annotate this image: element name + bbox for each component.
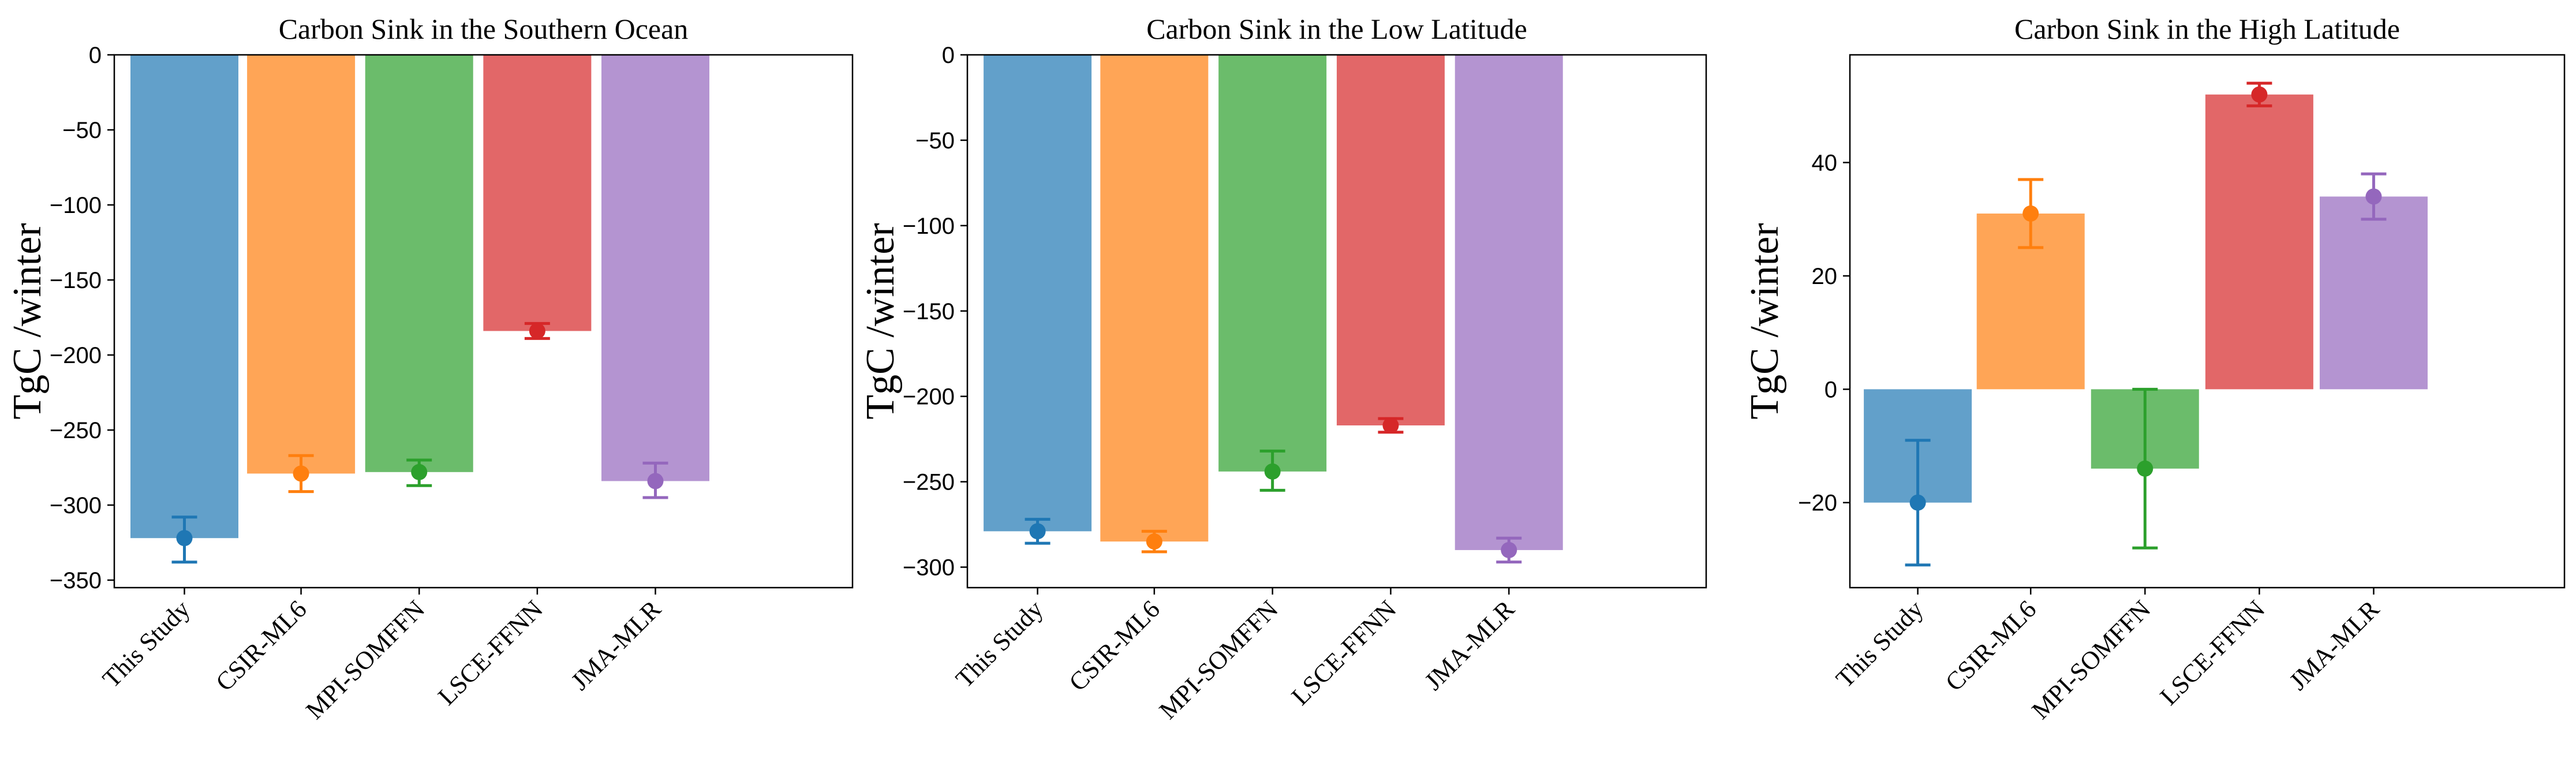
y-tick-label: 40 [1812, 151, 1838, 176]
y-tick-label: −300 [50, 493, 102, 518]
y-tick-label: −50 [62, 118, 102, 143]
chart-title: Carbon Sink in the Low Latitude [1146, 13, 1527, 45]
point-3 [1382, 417, 1399, 434]
point-0 [176, 530, 193, 547]
y-axis-label: TgC /winter [858, 223, 903, 419]
category-label: MPI-SOMFFN [1154, 595, 1284, 724]
point-3 [2251, 86, 2268, 103]
bar-3 [2205, 94, 2313, 390]
point-2 [411, 464, 428, 480]
category-label: JMA-MLR [1419, 595, 1520, 696]
y-tick-label: −50 [915, 128, 955, 154]
category-label: This Study [1830, 595, 1928, 693]
bar-0 [984, 55, 1092, 532]
chart-high-latitude: 40 20 0 −20 This Study CSIR-ML6MPI-SOMFFNLSCE… [1743, 13, 2566, 724]
axes-frame [1849, 54, 2566, 589]
point-4 [647, 473, 664, 490]
y-tick-label: 20 [1812, 264, 1838, 289]
y-tick-label: 0 [1824, 377, 1837, 402]
bar-1 [1100, 55, 1209, 542]
bar-0 [130, 55, 239, 539]
category-label: CSIR-ML6 [210, 595, 312, 696]
point-4 [2365, 188, 2382, 205]
category-label: JMA-MLR [566, 595, 667, 696]
bar-1 [247, 55, 356, 474]
y-tick-label: 0 [89, 43, 102, 68]
y-tick-label: 0 [942, 43, 955, 68]
category-label: LSCE-FFNN [1286, 595, 1402, 711]
y-axis-label: TgC /winter [1743, 223, 1787, 419]
bar-4 [601, 55, 710, 481]
category-label: CSIR-ML6 [1063, 595, 1165, 696]
bar-4 [1455, 55, 1563, 550]
y-tick-label: −350 [50, 568, 102, 593]
y-tick-label: −100 [903, 214, 955, 239]
category-label: CSIR-ML6 [1940, 595, 2042, 696]
y-tick-label: −250 [50, 418, 102, 443]
y-tick-label: −200 [903, 384, 955, 410]
point-1 [1146, 533, 1162, 550]
point-0 [1029, 523, 1046, 540]
category-label: MPI-SOMFFN [2027, 595, 2156, 724]
bar-3 [1336, 55, 1445, 425]
category-label: MPI-SOMFFN [300, 595, 430, 724]
y-tick-label: −150 [50, 268, 102, 293]
point-1 [293, 465, 309, 482]
point-1 [2022, 205, 2039, 222]
axes-frame [966, 54, 1707, 589]
chart-title: Carbon Sink in the Southern Ocean [279, 13, 689, 45]
bar-4 [2319, 196, 2428, 390]
category-label: LSCE-FFNN [2155, 595, 2271, 711]
y-tick-label: −100 [50, 193, 102, 218]
y-axis-label: TgC /winter [5, 223, 50, 419]
bar-3 [483, 55, 592, 331]
category-label: LSCE-FFNN [432, 595, 548, 711]
point-0 [1909, 494, 1926, 511]
chart-title: Carbon Sink in the High Latitude [2014, 13, 2400, 45]
bar-2 [365, 55, 473, 472]
y-tick-label: −300 [903, 555, 955, 581]
point-2 [1264, 463, 1281, 480]
y-tick-label: −20 [1798, 491, 1837, 516]
y-tick-label: −250 [903, 470, 955, 495]
point-4 [1501, 541, 1517, 558]
chart-low-latitude: 0 −50 −100 −150 −200 −250 −300 This Study CSIR-M… [858, 13, 1707, 724]
category-label: JMA-MLR [2284, 595, 2385, 696]
category-label: This Study [97, 595, 195, 693]
bar-2 [1218, 55, 1327, 472]
category-label: This Study [950, 595, 1048, 693]
point-2 [2137, 460, 2153, 477]
axes-frame [113, 54, 854, 589]
y-tick-label: −150 [903, 299, 955, 324]
y-tick-label: −200 [50, 343, 102, 368]
point-3 [529, 323, 545, 339]
